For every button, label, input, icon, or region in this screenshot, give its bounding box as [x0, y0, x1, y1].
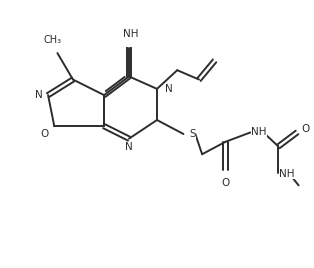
Text: O: O — [221, 178, 230, 188]
Text: NH: NH — [123, 29, 138, 39]
Text: O: O — [302, 124, 310, 134]
Text: NH: NH — [279, 169, 295, 180]
Text: S: S — [190, 129, 196, 139]
Text: N: N — [125, 142, 133, 152]
Text: N: N — [35, 90, 43, 100]
Text: CH₃: CH₃ — [43, 35, 61, 45]
Text: N: N — [165, 84, 172, 94]
Text: NH: NH — [251, 127, 267, 137]
Text: O: O — [41, 129, 49, 139]
